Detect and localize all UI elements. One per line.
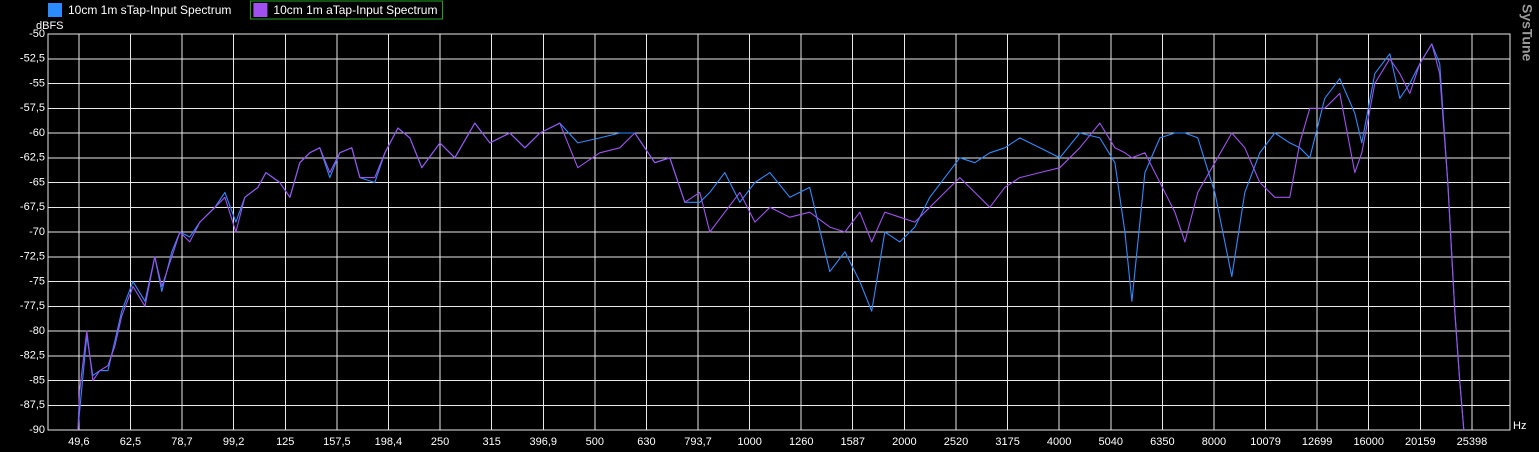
x-tick-label: 49,6	[68, 436, 89, 448]
x-tick-label: 10079	[1250, 436, 1281, 448]
watermark: SysTune	[1519, 4, 1535, 62]
legend-swatch	[253, 3, 268, 17]
x-tick-label: 4000	[1047, 436, 1071, 448]
x-tick-label: 1587	[840, 436, 864, 448]
y-tick-label: -85	[29, 374, 45, 386]
legend-label: 10cm 1m aTap-Input Spectrum	[273, 3, 437, 17]
y-tick-label: -77,5	[20, 300, 45, 312]
x-tick-label: 1260	[789, 436, 813, 448]
legend-item[interactable]: 10cm 1m aTap-Input Spectrum	[249, 0, 443, 20]
series-line	[77, 43, 1465, 431]
legend-selection	[249, 0, 443, 20]
x-tick-label: 25398	[1457, 436, 1488, 448]
x-tick-label: 62,5	[120, 436, 141, 448]
x-tick-label: 2520	[944, 436, 968, 448]
x-tick-label: 20159	[1405, 436, 1436, 448]
legend-item[interactable]: 10cm 1m sTap-Input Spectrum	[48, 3, 231, 17]
y-tick-label: -80	[29, 325, 45, 337]
x-tick-label: 5040	[1099, 436, 1123, 448]
y-unit: dBFS	[36, 20, 64, 32]
x-tick-label: 793,7	[684, 436, 712, 448]
x-tick-label: 630	[637, 436, 655, 448]
y-tick-label: -75	[29, 275, 45, 287]
y-tick-label: -62,5	[20, 152, 45, 164]
y-tick-label: -90	[29, 424, 45, 436]
y-tick-label: -82,5	[20, 350, 45, 362]
plot-frame	[47, 33, 1511, 431]
x-tick-label: 8000	[1202, 436, 1226, 448]
y-tick-label: -65	[29, 176, 45, 188]
y-tick-label: -67,5	[20, 201, 45, 213]
x-tick-label: 6350	[1150, 436, 1174, 448]
y-tick-label: -57,5	[20, 102, 45, 114]
y-tick-label: -50	[29, 28, 45, 40]
y-tick-label: -52,5	[20, 53, 45, 65]
legend-swatch	[48, 3, 62, 17]
x-tick-label: 16000	[1353, 436, 1384, 448]
x-tick-label: 78,7	[171, 436, 192, 448]
x-tick-label: 12699	[1302, 436, 1333, 448]
y-tick-label: -70	[29, 226, 45, 238]
x-tick-label: 3175	[995, 436, 1019, 448]
legend-label: 10cm 1m sTap-Input Spectrum	[68, 3, 231, 17]
series-line	[77, 43, 1465, 431]
x-tick-label: 198,4	[375, 436, 403, 448]
x-tick-label: 500	[586, 436, 604, 448]
y-tick-label: -55	[29, 77, 45, 89]
x-tick-label: 99,2	[223, 436, 244, 448]
x-tick-label: 250	[431, 436, 449, 448]
x-tick-label: 157,5	[323, 436, 351, 448]
x-tick-label: 315	[482, 436, 500, 448]
x-tick-label: 1000	[737, 436, 761, 448]
x-tick-label: 396,9	[529, 436, 557, 448]
y-tick-label: -60	[29, 127, 45, 139]
x-tick-label: 2000	[892, 436, 916, 448]
y-tick-label: -87,5	[20, 399, 45, 411]
y-tick-label: -72,5	[20, 251, 45, 263]
x-tick-label: 125	[276, 436, 294, 448]
x-unit: Hz	[1513, 420, 1526, 432]
